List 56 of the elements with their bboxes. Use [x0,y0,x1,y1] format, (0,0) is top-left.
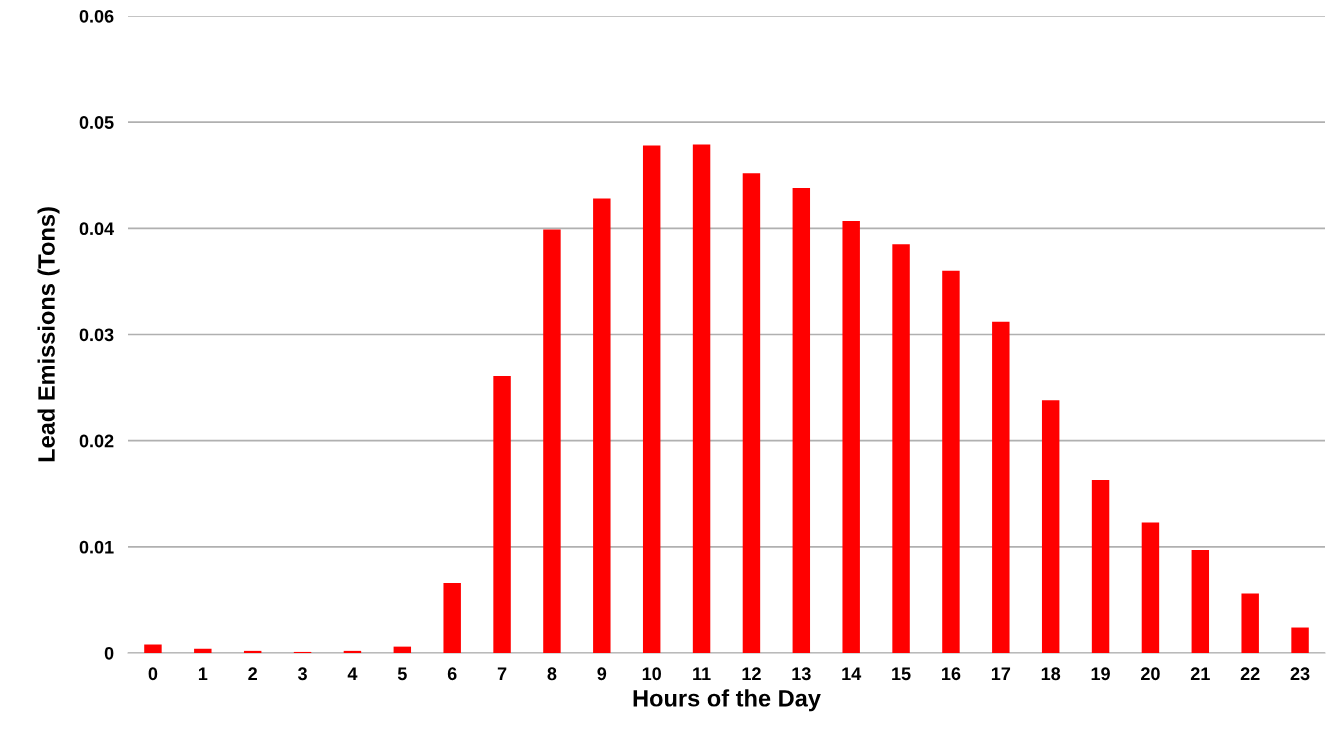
y-tick-label: 0 [104,646,114,660]
bar [493,375,511,653]
y-tick-label: 0.01 [79,540,114,554]
bar [742,173,761,653]
x-tick-label: 12 [742,667,761,680]
x-tick-label: 19 [1091,667,1110,681]
x-tick-label: 15 [892,667,911,681]
bar [842,220,860,653]
bar [1241,593,1259,653]
x-tick-label: 13 [792,667,811,681]
x-tick-label: 22 [1240,667,1260,680]
bar [642,145,661,653]
y-tick-label: 0.02 [79,434,114,448]
x-tick-label: 23 [1290,667,1310,681]
y-tick-label: 0.03 [79,328,114,342]
x-tick-label: 0 [148,667,158,681]
x-tick-label: 14 [842,667,862,680]
x-tick-label: 21 [1190,667,1210,680]
x-tick-label: 11 [693,667,711,680]
bar [393,646,412,653]
x-tick-label: 10 [642,667,661,681]
x-tick-label: 4 [347,667,358,680]
bar [1191,550,1210,653]
x-tick-label: 18 [1041,667,1061,681]
bar [243,650,262,653]
x-axis-title: Hours of the Day [633,689,821,712]
bar [992,321,1010,653]
x-tick-label: 3 [297,667,307,681]
x-tick-label: 20 [1141,667,1160,681]
bar [194,648,212,653]
bar [1291,627,1309,653]
x-tick-label: 17 [991,667,1011,680]
y-tick-label: 0.05 [79,116,114,129]
x-tick-label: 2 [248,667,257,680]
bar [1141,522,1160,653]
bar [343,650,362,653]
bar [144,644,162,653]
y-axis-title: Lead Emissions (Tons) [37,207,60,462]
bar [1041,400,1060,653]
bar [543,229,561,653]
x-tick-label: 16 [942,667,961,681]
bar [892,244,910,653]
bar [443,582,461,653]
bar [792,187,811,653]
bar [1091,479,1110,653]
x-tick-label: 5 [397,667,407,681]
x-tick-label: 8 [547,667,557,681]
y-tick-label: 0.04 [79,222,115,236]
x-tick-label: 6 [447,667,457,681]
bar [593,198,611,653]
x-tick-label: 9 [597,667,607,681]
x-tick-label: 1 [198,667,208,680]
x-tick-label: 7 [497,667,507,680]
y-tick-label: 0.06 [79,9,114,23]
bar [692,144,711,653]
bar [942,270,960,653]
